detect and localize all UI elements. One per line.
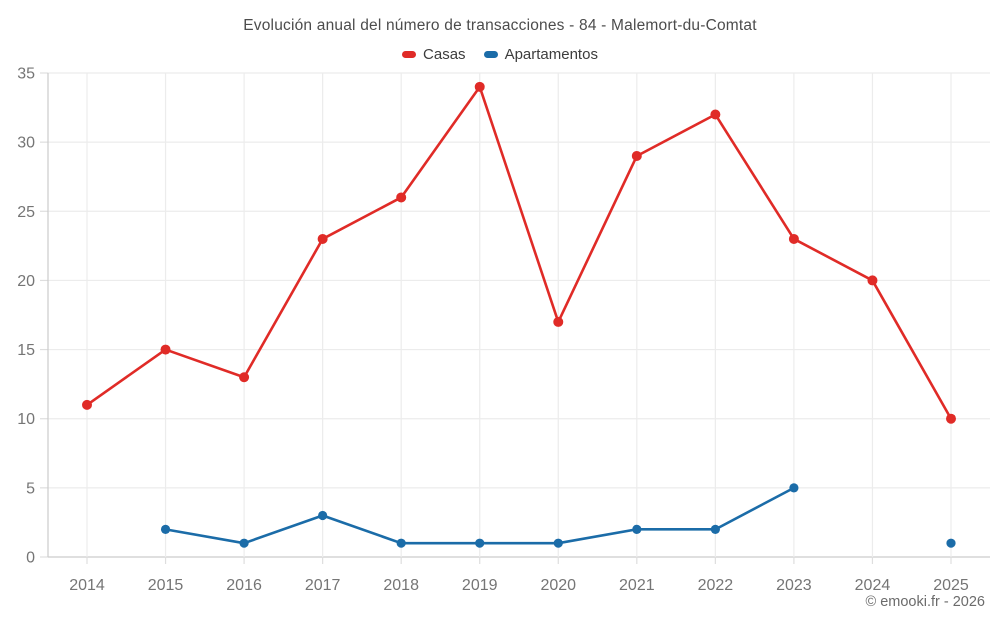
casas-legend-swatch-icon — [402, 51, 417, 58]
y-tick-label: 0 — [26, 550, 35, 567]
data-point-casas-2014[interactable] — [82, 399, 92, 410]
apartamentos-legend-label: Apartamentos — [504, 46, 598, 63]
data-point-apartamentos-2019[interactable] — [475, 538, 485, 548]
y-tick-label: 20 — [17, 273, 35, 290]
y-tick-label: 10 — [17, 411, 35, 428]
y-tick-label: 5 — [26, 480, 35, 497]
x-tick-label: 2022 — [698, 577, 734, 594]
data-point-apartamentos-2020[interactable] — [553, 538, 563, 548]
data-point-apartamentos-2016[interactable] — [239, 538, 249, 548]
x-tick-label: 2024 — [855, 577, 891, 594]
series-line-casas — [85, 85, 953, 421]
data-point-apartamentos-2021[interactable] — [632, 524, 642, 534]
data-point-casas-2021[interactable] — [631, 150, 642, 161]
chart-title: Evolución anual del número de transaccio… — [243, 17, 757, 34]
data-point-casas-2015[interactable] — [160, 344, 171, 355]
y-tick-label: 30 — [17, 135, 35, 152]
legend-item-apartamentos[interactable]: Apartamentos — [483, 46, 598, 63]
data-point-apartamentos-2018[interactable] — [396, 538, 406, 548]
y-tick-label: 25 — [17, 204, 35, 221]
apartamentos-legend-swatch-icon — [483, 51, 498, 58]
x-tick-label: 2019 — [462, 577, 498, 594]
y-tick-label: 15 — [17, 342, 35, 359]
data-point-apartamentos-2015[interactable] — [160, 524, 171, 534]
x-tick-label: 2016 — [226, 577, 262, 594]
y-tick-label: 35 — [17, 66, 35, 83]
data-point-apartamentos-2022[interactable] — [710, 524, 720, 534]
x-tick-label: 2020 — [540, 577, 576, 594]
data-point-casas-2018[interactable] — [396, 192, 407, 203]
data-point-casas-2024[interactable] — [867, 275, 878, 286]
x-tick-label: 2018 — [383, 577, 419, 594]
copyright-text: © emooki.fr - 2026 — [865, 594, 985, 610]
data-point-casas-2022[interactable] — [710, 109, 721, 120]
data-point-apartamentos-2023[interactable] — [789, 483, 799, 493]
data-point-casas-2017[interactable] — [317, 233, 328, 244]
casas-legend-label: Casas — [423, 46, 466, 63]
data-point-casas-2016[interactable] — [239, 372, 250, 383]
x-tick-label: 2023 — [776, 577, 812, 594]
data-point-casas-2019[interactable] — [474, 81, 485, 92]
x-tick-label: 2025 — [933, 577, 969, 594]
legend-item-casas[interactable]: Casas — [402, 46, 466, 63]
data-point-casas-2025[interactable] — [946, 413, 956, 424]
data-point-apartamentos-2025[interactable] — [946, 538, 956, 548]
x-tick-label: 2021 — [619, 577, 655, 594]
x-tick-label: 2017 — [305, 577, 341, 594]
chart-legend: Casas Apartamentos — [0, 46, 1000, 63]
data-point-casas-2023[interactable] — [788, 233, 799, 244]
data-point-apartamentos-2017[interactable] — [318, 510, 328, 521]
x-tick-label: 2015 — [148, 577, 184, 594]
x-tick-label: 2014 — [69, 577, 105, 594]
data-point-casas-2020[interactable] — [553, 316, 564, 327]
